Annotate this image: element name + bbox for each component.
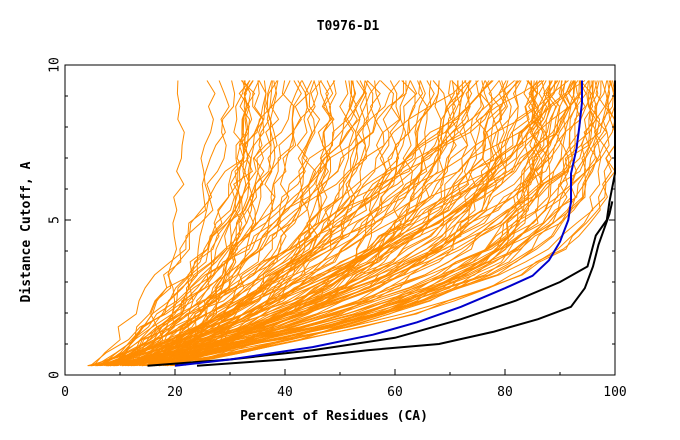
model-series-line (95, 80, 608, 367)
model-series-line (177, 80, 358, 367)
x-tick-label: 60 (387, 385, 403, 400)
x-axis-label: Percent of Residues (CA) (240, 409, 428, 424)
model-series-line (172, 80, 387, 367)
model-series-line (175, 80, 545, 367)
model-series-line (110, 80, 251, 367)
model-series-line (106, 80, 610, 367)
model-series-line (152, 80, 356, 367)
model-series-line (158, 80, 185, 366)
model-series-line (173, 80, 428, 367)
model-series-line (117, 80, 486, 367)
model-series-line (127, 80, 440, 367)
model-series-line (96, 80, 569, 367)
model-series-line (129, 80, 572, 367)
x-tick-label: 100 (603, 385, 626, 400)
model-series-line (149, 80, 457, 367)
x-tick-label: 0 (61, 385, 69, 400)
model-series-line (100, 80, 611, 367)
model-series-line (164, 80, 366, 367)
x-tick-label: 40 (277, 385, 293, 400)
model-series-line (179, 80, 416, 367)
tick-layer: 0 20 40 60 80 100 0 5 10 (48, 57, 627, 400)
model-series-line (137, 80, 303, 367)
model-series-line (95, 80, 368, 367)
model-series-line (171, 80, 401, 367)
reference-series-line (196, 201, 614, 367)
model-series-line (174, 80, 608, 367)
model-series-line (87, 80, 562, 367)
model-series-line (164, 80, 252, 367)
model-series-line (152, 80, 612, 367)
model-series-line (158, 80, 515, 367)
model-series-line (107, 80, 502, 367)
model-series-line (131, 80, 561, 367)
series-layer (87, 80, 616, 367)
model-series-line (103, 80, 538, 367)
model-series-line (100, 80, 359, 367)
model-series-line (164, 80, 295, 367)
y-tick-label: 5 (48, 216, 63, 224)
model-series-line (91, 80, 321, 367)
model-series-line (135, 80, 236, 366)
highlighted-series-line (174, 80, 583, 367)
model-series-line (166, 80, 540, 367)
y-axis-label: Distance Cutoff, A (19, 161, 34, 302)
model-series-line (146, 80, 435, 367)
model-series-line (140, 80, 265, 367)
reference-series-line (147, 80, 616, 367)
model-series-line (134, 80, 216, 367)
model-series-line (155, 80, 332, 367)
model-series-line (146, 80, 367, 367)
y-tick-label: 10 (48, 57, 63, 73)
model-series-line (115, 80, 544, 367)
model-series-line (159, 80, 349, 367)
model-series-line (127, 80, 278, 366)
model-series-line (101, 80, 319, 367)
model-series-line (158, 80, 569, 367)
model-series-line (166, 80, 246, 367)
model-series-line (93, 80, 291, 367)
model-series-line (121, 80, 411, 367)
x-tick-label: 80 (497, 385, 513, 400)
model-series-line (142, 80, 542, 367)
model-series-line (166, 80, 487, 367)
model-series-line (141, 80, 597, 367)
y-tick-label: 0 (48, 371, 63, 379)
x-tick-label: 20 (167, 385, 183, 400)
model-series-line (136, 80, 322, 367)
model-series-line (114, 80, 230, 366)
chart-title: T0976-D1 (317, 19, 380, 34)
model-series-line (158, 80, 616, 367)
model-series-line (150, 80, 253, 367)
